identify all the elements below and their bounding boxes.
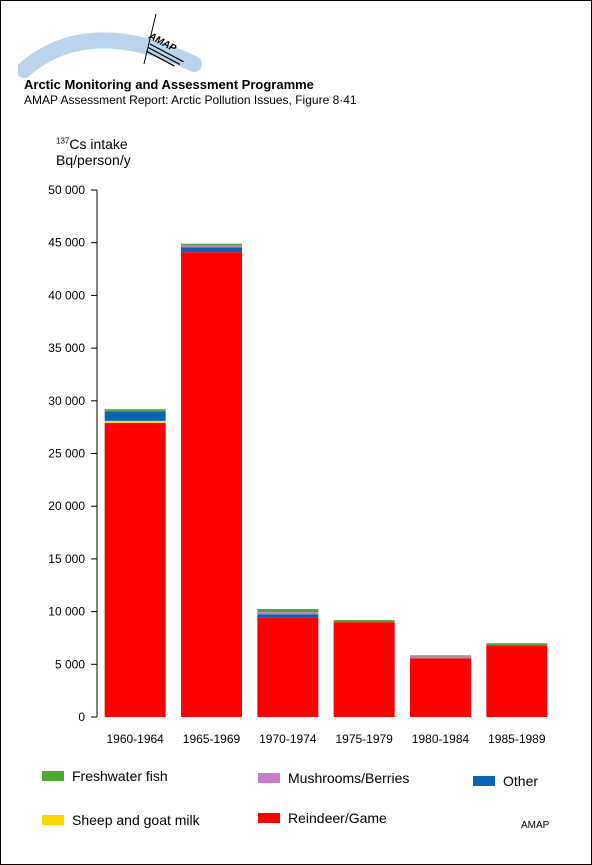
bar-segment-other: [257, 614, 319, 618]
legend-label: Sheep and goat milk: [72, 812, 200, 828]
legend-reindeer-game: Reindeer/Game: [258, 810, 387, 826]
amap-logo: AMAP: [18, 13, 202, 78]
y-axis-label: 137Cs intake: [56, 136, 128, 152]
x-tick-label: 1960-1964: [106, 732, 164, 746]
bar-segment-freshwater-fish: [181, 243, 242, 246]
y-axis-label-text: Cs intake: [69, 136, 128, 152]
amap-credit: AMAP: [521, 820, 550, 831]
bar-segment-freshwater-fish: [410, 655, 471, 657]
bar-segment-other: [104, 411, 166, 421]
legend-label: Freshwater fish: [72, 768, 168, 784]
legend-swatch: [258, 813, 280, 823]
y-axis-unit: Bq/person/y: [56, 152, 131, 168]
bar-segment-freshwater-fish: [104, 409, 166, 412]
x-tick-label: 1985-1989: [488, 732, 546, 746]
bar-segment-freshwater-fish: [486, 643, 548, 646]
organization-title: Arctic Monitoring and Assessment Program…: [24, 77, 314, 92]
y-tick-label: 5 000: [55, 657, 85, 671]
figure-subtitle: AMAP Assessment Report: Arctic Pollution…: [24, 93, 357, 107]
y-tick-label: 25 000: [48, 447, 85, 461]
legend-swatch: [473, 776, 495, 786]
bar-segment-reindeer-game: [333, 622, 395, 717]
legend-freshwater-fish: Freshwater fish: [42, 768, 168, 784]
bar-segment-reindeer-game: [104, 422, 166, 717]
legend-swatch: [258, 773, 280, 783]
x-tick-label: 1980-1984: [412, 732, 470, 746]
legend-other: Other: [473, 773, 538, 789]
y-tick-label: 35 000: [48, 341, 85, 355]
bar-segment-reindeer-game: [410, 658, 471, 717]
legend-label: Other: [503, 773, 539, 789]
y-tick-label: 15 000: [48, 552, 85, 566]
y-tick-label: 30 000: [48, 394, 85, 408]
y-tick-label: 0: [78, 710, 85, 724]
bar-segment-reindeer-game: [257, 617, 319, 717]
bar-segment-mushrooms-berries: [257, 612, 319, 615]
bar-segment-other: [181, 247, 242, 253]
bar-segment-mushrooms-berries: [181, 245, 242, 248]
legend-mushrooms-berries: Mushrooms/Berries: [258, 770, 409, 786]
isotope-superscript: 137: [56, 136, 70, 146]
y-tick-label: 50 000: [48, 183, 85, 197]
legend-label: Reindeer/Game: [288, 810, 387, 826]
legend-sheep-goat-milk: Sheep and goat milk: [42, 812, 200, 828]
x-tick-label: 1970-1974: [259, 732, 317, 746]
x-tick-label: 1975-1979: [335, 732, 393, 746]
y-tick-label: 10 000: [48, 605, 85, 619]
y-tick-label: 45 000: [48, 236, 85, 250]
bar-segment-reindeer-game: [181, 252, 242, 717]
bar-segment-freshwater-fish: [257, 608, 319, 613]
x-tick-label: 1965-1969: [183, 732, 241, 746]
bar-segment-freshwater-fish: [333, 620, 395, 623]
bar-segment-mushrooms-berries: [410, 656, 471, 659]
y-tick-label: 20 000: [48, 499, 85, 513]
y-tick-label: 40 000: [48, 288, 85, 302]
bar-segment-reindeer-game: [486, 645, 548, 717]
legend-swatch: [42, 771, 64, 781]
legend-swatch: [42, 815, 64, 825]
legend-label: Mushrooms/Berries: [288, 770, 410, 786]
bar-segment-sheep-and-goat-milk: [104, 420, 166, 423]
